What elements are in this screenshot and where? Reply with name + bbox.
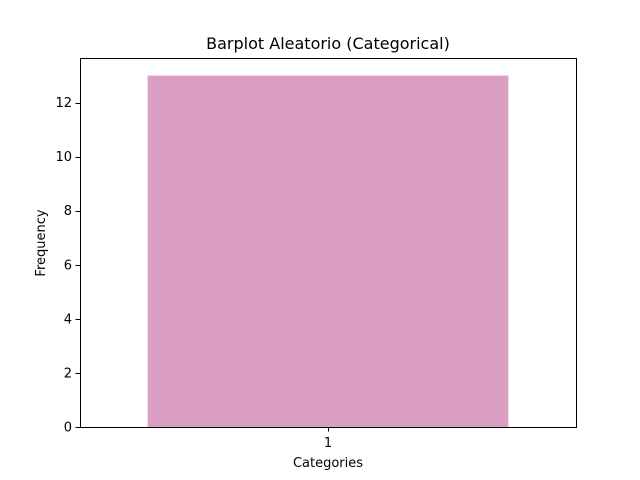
y-tick-label: 4 [64, 312, 72, 327]
y-tick-label: 10 [55, 150, 72, 165]
y-tick-label: 12 [55, 96, 72, 111]
y-tick-label: 2 [64, 366, 72, 381]
y-axis-label: Frequency [34, 209, 49, 276]
x-axis-label: Categories [293, 456, 363, 471]
chart-title: Barplot Aleatorio (Categorical) [206, 34, 450, 53]
x-axis-ticks: 1 [324, 427, 332, 451]
y-tick-label: 8 [64, 204, 72, 219]
bar-1 [147, 75, 509, 428]
bars-group [147, 75, 509, 428]
y-axis-ticks: 0 2 4 6 8 10 12 [55, 96, 80, 436]
plot-area-frame [80, 58, 577, 428]
y-tick-label: 6 [64, 258, 72, 273]
x-tick-label: 1 [324, 436, 332, 451]
y-tick-label: 0 [64, 421, 72, 436]
